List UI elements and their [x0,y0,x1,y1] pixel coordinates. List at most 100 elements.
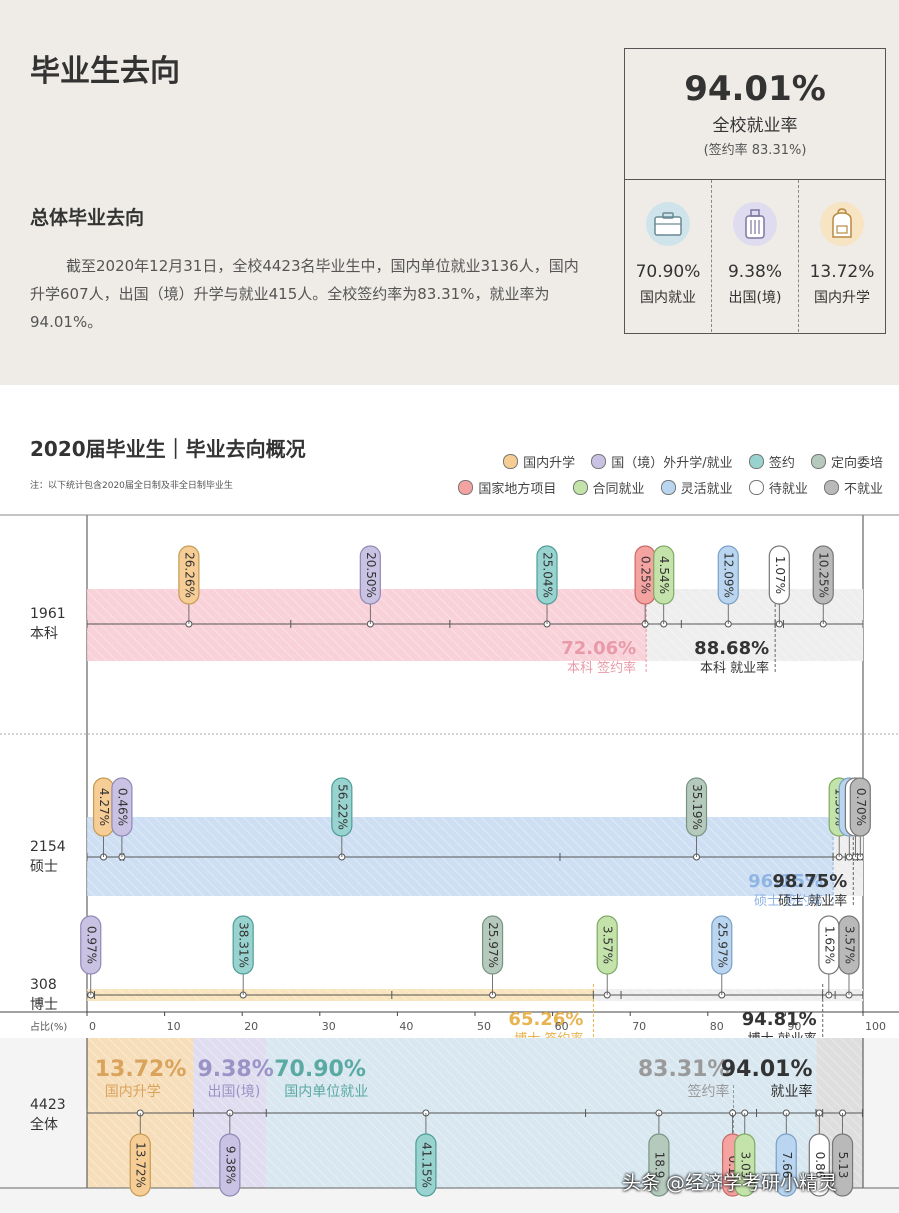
employment-rate-value: 94.01% [684,69,826,109]
section-title: 总体毕业去向 [30,207,145,229]
total-category-value: 9.38% [197,1057,273,1082]
legend-label: 签约 [768,456,795,471]
sign-rate-label: 签约率 [687,1083,729,1100]
stat-card-value: 70.90% [635,262,701,282]
legend-swatch [660,480,676,495]
legend-label: 合同就业 [592,482,645,497]
x-tick-label: 90 [787,1020,801,1033]
sign-rate-value: 72.06% [561,638,636,659]
value-marker: 25.97% [481,915,504,975]
total-category-label: 国内单位就业 [284,1084,368,1100]
stat-card-label: 国内就业 [640,290,696,306]
value-pill [685,777,708,837]
sign-rate-value: 83.31% [638,1057,730,1082]
data-label: 25.97% [486,922,500,968]
data-label: 0.70% [854,788,868,826]
legend-swatch [572,480,588,495]
x-tick-label: 0 [89,1020,96,1033]
divider [625,179,885,180]
value-marker: 10.25% [812,545,834,605]
legend-row-1: 国内升学 国（境）外升学/就业 签约 定向委培 [491,452,883,471]
value-marker: 25.97% [711,915,733,975]
value-pill [219,1133,241,1197]
data-label: 9.38% [223,1146,237,1184]
row-name: 博士 [30,996,58,1013]
data-label: 26.26% [182,552,196,598]
x-tick-label: 60 [555,1020,569,1033]
legend-swatch [458,480,474,495]
value-marker: 26.26% [178,545,200,605]
value-marker: 1.62% [818,915,840,975]
value-marker: 9.38% [219,1133,241,1197]
legend-swatch [823,480,839,495]
value-pill [359,545,381,605]
sign-rate-text: (签约率 83.31%) [703,143,807,158]
data-label: 0.86 [813,1152,827,1179]
stat-card-value: 9.38% [727,262,782,282]
data-label: 18.9 [652,1152,666,1179]
legend-item: 国家地方项目 [458,478,556,497]
total-category-value: 13.72% [95,1057,187,1082]
sign-rate-label: 本科 签约率 [567,660,636,676]
value-pill [838,915,860,975]
total-category-label: 出国(境) [207,1084,260,1100]
value-pill [481,915,504,975]
employment-rate-value: 94.01% [721,1057,813,1082]
value-pill [415,1133,437,1197]
value-pill [536,545,558,605]
value-pill [129,1133,151,1197]
row-count: 1961 [30,606,66,622]
legend-row-2: 国家地方项目 合同就业 灵活就业 待就业 不就业 [446,478,883,497]
stat-card-domestic-employment: 70.90% 国内就业 [625,180,711,332]
data-label: 1.07% [773,556,787,594]
legend-label: 灵活就业 [680,482,733,497]
value-marker: 4.54% [653,545,675,605]
value-marker: 3.57% [596,915,618,975]
legend-item: 签约 [748,452,795,471]
summary-panel: 毕业生去向 总体毕业去向 截至2020年12月31日，全校4423名毕业生中，国… [0,0,899,385]
employment-rate-label: 本科 就业率 [700,660,769,676]
legend-label: 国内升学 [523,456,576,471]
chart-note: 注：以下统计包含2020届全日制及非全日制毕业生 [30,481,233,491]
value-marker: 3.57% [838,915,860,975]
stat-card-label: 国内升学 [814,290,870,306]
value-marker: 13.72% [129,1133,151,1197]
row-name: 全体 [30,1116,58,1133]
data-label: 10.25% [817,552,831,598]
value-pill [711,915,733,975]
briefcase-icon [646,202,690,246]
value-pill [232,915,254,975]
value-marker: 20.50% [359,545,381,605]
total-category-label: 国内升学 [105,1084,161,1100]
value-marker: 12.09% [717,545,739,605]
legend-item: 不就业 [823,478,883,497]
data-label: 12.09% [722,552,736,598]
x-axis-label: 占比(%) [30,1020,67,1033]
value-marker: 3.03 [734,1133,756,1197]
value-marker: 5.13 [831,1133,854,1197]
row-name: 硕士 [30,859,58,875]
employment-rate-label: 硕士 就业率 [778,893,847,909]
x-tick-label: 20 [244,1020,258,1033]
stat-card-abroad: 9.38% 出国(境) [712,180,798,332]
page-title: 毕业生去向 [30,54,180,89]
summary-paragraph: 截至2020年12月31日，全校4423名毕业生中，国内单位就业3136人，国内… [30,257,579,331]
x-tick-label: 70 [632,1020,646,1033]
employment-rate-value: 98.75% [772,871,847,892]
value-pill [80,915,102,975]
legend-swatch [748,480,764,495]
value-pill [812,545,834,605]
value-marker: 0.25% [634,545,656,605]
sign-rate-value: 65.26% [508,1009,583,1030]
data-label: 3.57% [601,926,615,964]
value-marker: 4.27% [92,777,115,837]
row-name: 本科 [30,626,58,642]
x-tick-label: 40 [399,1020,413,1033]
stat-card-further-study: 13.72% 国内升学 [799,180,885,332]
legend-label: 不就业 [843,482,883,497]
value-marker: 0.46% [111,777,133,837]
legend-item: 国内升学 [503,452,575,471]
sign-rate-label: 硕士 签约率 [754,893,823,909]
value-pill [768,545,790,605]
value-marker: 56.22% [331,777,353,837]
